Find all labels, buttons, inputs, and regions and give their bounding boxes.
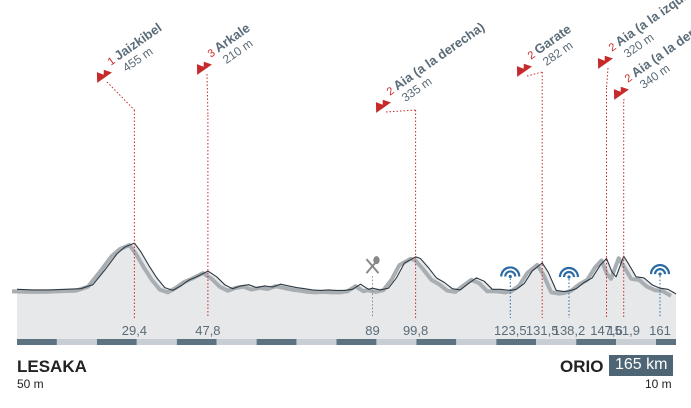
km-label: 99,8 <box>403 323 428 338</box>
start-town: LESAKA <box>17 357 87 376</box>
mountain-icon <box>597 55 613 69</box>
marker-leader-lines <box>133 72 661 318</box>
climb-connector <box>526 71 543 77</box>
finish-elevation: 10 m <box>645 377 672 391</box>
km-bar-segment <box>336 339 377 345</box>
climb-connector <box>385 109 416 113</box>
climb-connector <box>106 81 135 111</box>
km-label: 47,8 <box>195 323 220 338</box>
climb-category: 2 <box>526 49 538 62</box>
km-bar-segment <box>56 339 97 345</box>
climb-connector <box>606 67 609 89</box>
km-label: 151,9 <box>607 323 640 338</box>
km-bar-segment <box>176 339 217 345</box>
mountain-icon <box>516 63 532 77</box>
total-distance-badge: 165 km <box>609 355 674 376</box>
climb-category: 2 <box>607 41 619 54</box>
elevation-profile <box>11 242 677 339</box>
km-bar-segment <box>136 339 177 345</box>
km-bar-segment <box>576 339 617 345</box>
feed-zone-icon <box>365 256 380 274</box>
km-bar-segment <box>216 339 257 345</box>
mountain-icon <box>196 61 212 75</box>
km-bar-segment <box>656 339 676 345</box>
sprint-icon <box>649 264 671 276</box>
km-label: 131,5 <box>526 323 559 338</box>
km-label: 138,2 <box>553 323 586 338</box>
km-bar-segment <box>256 339 297 345</box>
climb-category: 1 <box>106 55 118 68</box>
climb-connector <box>206 73 209 116</box>
distance-scale-bar <box>17 339 676 345</box>
climb-name: Aia (a la derecha) <box>390 19 487 93</box>
km-label: 123,5 <box>494 323 527 338</box>
mountain-icon <box>96 69 112 83</box>
mountain-icon <box>613 86 629 100</box>
km-label: 161 <box>649 323 671 338</box>
sprint-icon <box>500 266 521 279</box>
climb-category: 2 <box>385 85 397 98</box>
sprint-icon <box>558 266 580 279</box>
mountain-icon <box>375 99 391 113</box>
marker-icons <box>365 256 671 279</box>
km-bar-segment <box>536 339 577 345</box>
profile-shadow <box>11 243 672 298</box>
finish-town: ORIO <box>560 357 604 376</box>
km-bar-segment <box>456 339 497 345</box>
km-bar-segment <box>496 339 537 345</box>
climb-category: 3 <box>206 47 218 60</box>
climb-category: 2 <box>623 72 635 85</box>
start-elevation: 50 m <box>17 377 44 391</box>
km-label: 147,6 <box>590 323 623 338</box>
km-label: 29,4 <box>122 323 147 338</box>
km-bar-segment <box>416 339 457 345</box>
km-bar-segment <box>17 339 57 345</box>
profile-line <box>16 242 677 295</box>
km-bar-segment <box>616 339 656 345</box>
km-bar-segment <box>376 339 417 345</box>
km-bar-segment <box>296 339 337 345</box>
km-bar-segment <box>96 339 137 345</box>
km-label: 89 <box>365 323 379 338</box>
